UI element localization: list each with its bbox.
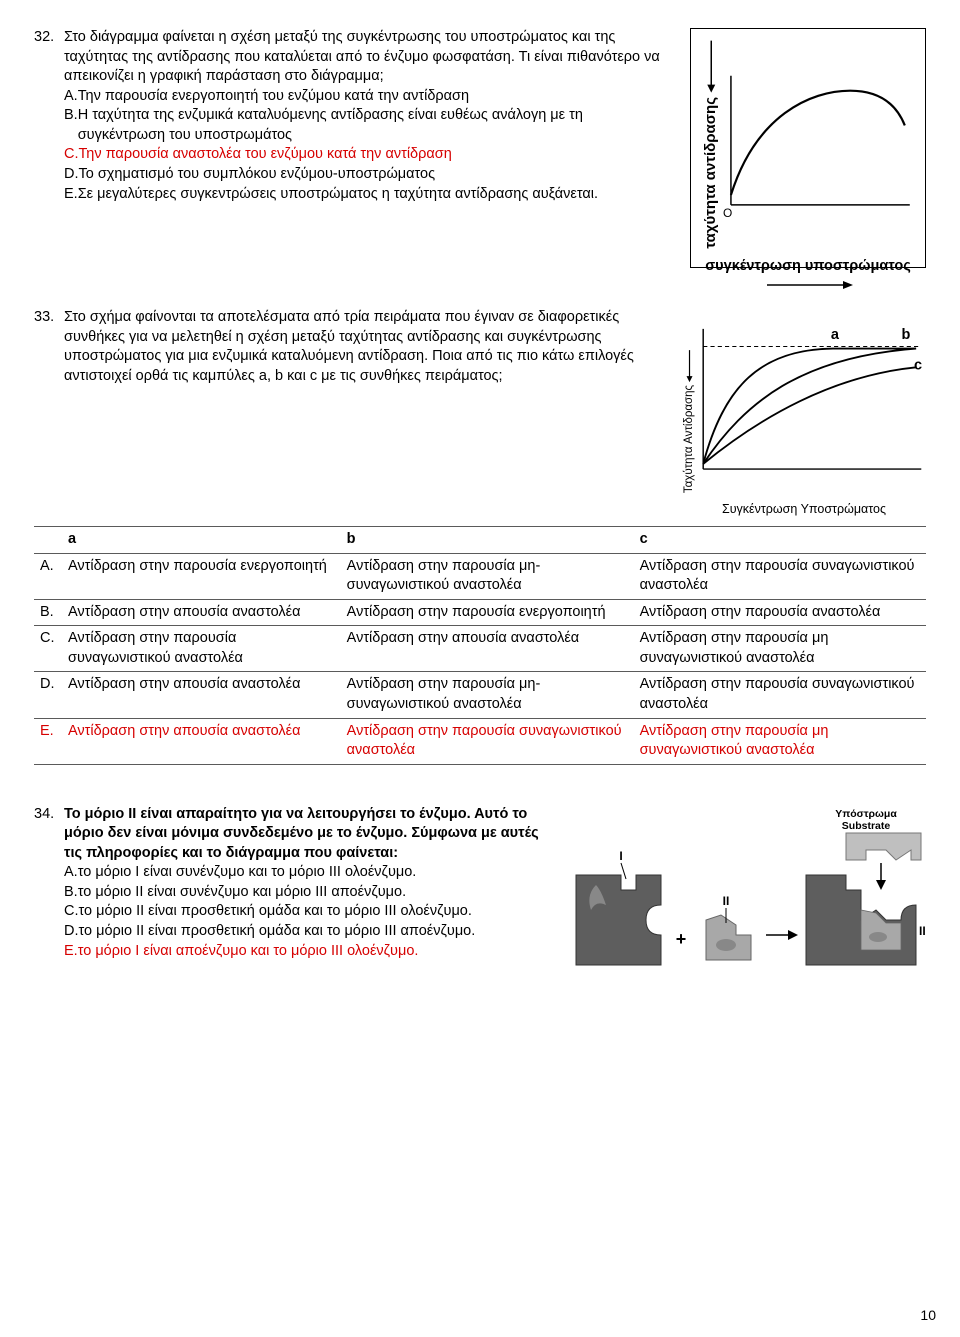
chart2-y-text: Ταχύτητα Αντίδρασης [682,385,698,493]
question-number: 32. [34,28,64,87]
svg-text:Υπόστρωμα: Υπόστρωμα [835,808,897,820]
option-letter-c: C. [34,902,79,922]
page-number: 10 [920,1306,936,1325]
table-row: C.Αντίδραση στην παρουσία συναγωνιστικού… [34,626,926,672]
table-row: A.Αντίδραση στην παρουσία ενεργοποιητήΑν… [34,553,926,599]
row-letter: A. [34,553,62,599]
row-letter: E. [34,718,62,764]
enzyme-diagram: I + II III Υπόστρωμα Substrate [566,805,926,985]
option-text-c: Την παρουσία αναστολέα του ενζύμου κατά … [79,145,673,165]
option-text-b: το μόριο II είναι συνένζυμο και μόριο II… [78,883,548,903]
svg-text:a: a [830,327,839,343]
chart1-x-text: συγκέντρωση υποστρώματος [705,257,910,277]
chart2-x-text: Συγκέντρωση Υποστρώματος [682,495,926,518]
question-33: 33. Στο σχήμα φαίνονται τα αποτελέσματα … [34,308,926,765]
option-text-c: το μόριο II είναι προσθετική ομάδα και τ… [79,902,549,922]
option-letter-a: A. [34,863,78,883]
question-32-text: 32. Στο διάγραμμα φαίνεται η σχέση μεταξ… [34,28,672,268]
origin-label: O [723,206,732,220]
option-letter-d: D. [34,922,79,942]
table-header-a: a [62,527,341,554]
chart2-svg: a b c [698,308,926,495]
svg-text:II: II [723,894,730,908]
table-row: B.Αντίδραση στην απουσία αναστολέαΑντίδρ… [34,599,926,626]
option-letter-e: E. [34,942,78,962]
option-text-a: το μόριο I είναι συνένζυμο και το μόριο … [78,863,548,883]
chart1-svg: O [721,37,915,249]
option-text-a: Την παρουσία ενεργοποιητή του ενζύμου κα… [78,87,672,107]
question-stem: Στο διάγραμμα φαίνεται η σχέση μεταξύ τη… [64,28,672,87]
question-33-text: 33. Στο σχήμα φαίνονται τα αποτελέσματα … [34,308,664,518]
svg-text:+: + [676,929,687,949]
svg-text:c: c [914,357,922,373]
svg-text:b: b [901,327,910,343]
question-stem: Στο σχήμα φαίνονται τα αποτελέσματα από … [64,308,664,386]
table-row: D.Αντίδραση στην απουσία αναστολέαΑντίδρ… [34,672,926,718]
option-letter-c: C. [34,145,79,165]
option-letter-d: D. [34,165,79,185]
chart1-y-text: ταχύτητα αντίδρασης [701,97,721,249]
chart1-y-axis-label: ταχύτητα αντίδρασης [701,37,721,249]
row-letter: B. [34,599,62,626]
question-34: 34. Το μόριο II είναι απαραίτητο για να … [34,805,926,985]
table-header-c: c [634,527,926,554]
svg-text:I: I [619,849,622,863]
question-number: 33. [34,308,64,386]
question-34-text: 34. Το μόριο II είναι απαραίτητο για να … [34,805,548,985]
row-letter: C. [34,626,62,672]
question-number: 34. [34,805,64,864]
svg-text:Substrate: Substrate [842,820,891,832]
option-text-d: το μόριο II είναι προσθετική ομάδα και τ… [79,922,549,942]
option-text-d: Το σχηματισμό του συμπλόκου ενζύμου-υποσ… [79,165,673,185]
chart2-y-axis-label: Ταχύτητα Αντίδρασης [682,308,698,495]
row-letter: D. [34,672,62,718]
question-stem: Το μόριο II είναι απαραίτητο για να λειτ… [64,805,548,864]
option-text-b: Η ταχύτητα της ενζυμικά καταλυόμενης αντ… [78,106,672,145]
option-letter-b: B. [34,106,78,145]
chart-enzyme-saturation: ταχύτητα αντίδρασης O συγκέντρωση υποστρ… [690,28,926,268]
option-text-e: Σε μεγαλύτερες συγκεντρώσεις υποστρώματο… [78,185,672,205]
option-letter-b: B. [34,883,78,903]
svg-text:III: III [919,924,926,938]
option-text-e: το μόριο I είναι αποένζυμο και το μόριο … [78,942,548,962]
answer-table-33: a b c A.Αντίδραση στην παρουσία ενεργοπο… [34,526,926,765]
question-32: 32. Στο διάγραμμα φαίνεται η σχέση μεταξ… [34,28,926,268]
table-header-b: b [341,527,634,554]
option-letter-e: E. [34,185,78,205]
table-row: E.Αντίδραση στην απουσία αναστολέαΑντίδρ… [34,718,926,764]
option-letter-a: A. [34,87,78,107]
chart-three-curves: Ταχύτητα Αντίδρασης a b c Συγκέντρωση Υπ… [682,308,926,518]
